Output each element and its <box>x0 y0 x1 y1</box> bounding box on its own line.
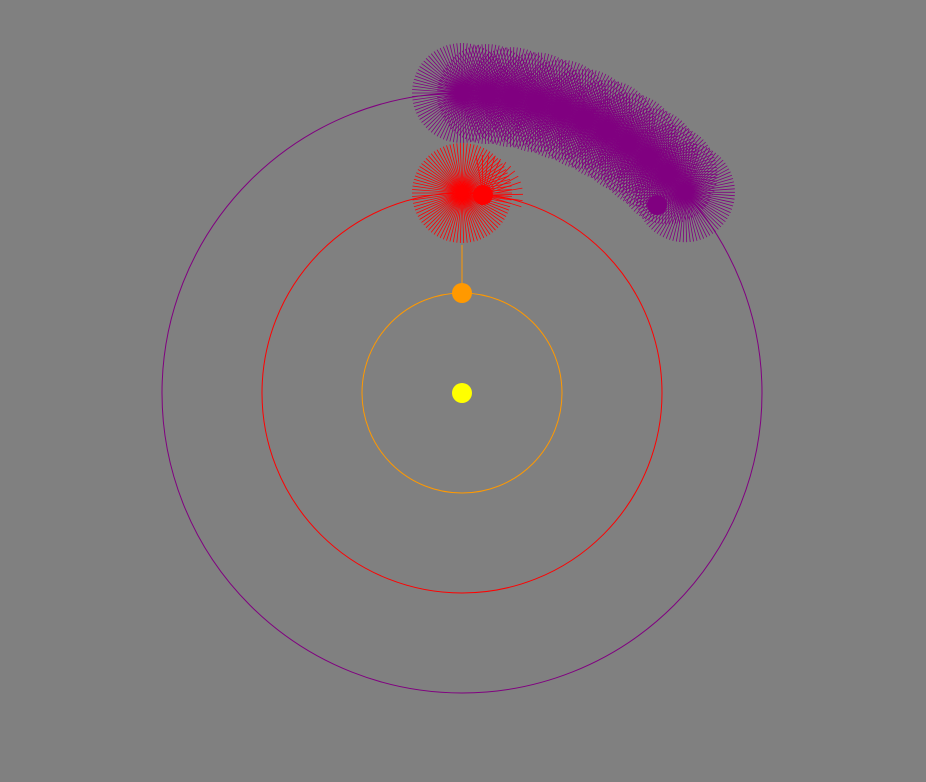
outer-planet-trail <box>412 42 735 243</box>
middle-trail-burst <box>412 142 512 244</box>
middle-planet <box>473 185 493 205</box>
middle-trail-streaks <box>475 154 524 208</box>
sun <box>452 383 472 403</box>
outer-planet <box>647 195 667 215</box>
inner-planet <box>452 283 472 303</box>
middle-planet-trail <box>412 142 524 244</box>
outer-trail-burst <box>634 142 735 243</box>
